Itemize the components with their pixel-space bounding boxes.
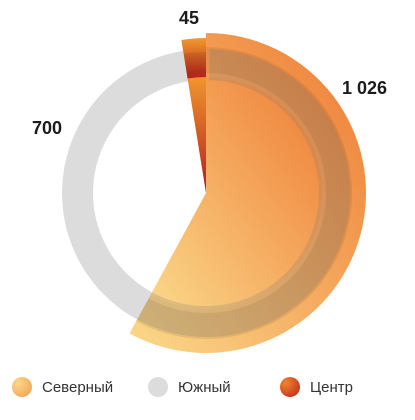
pie-overlay-ring <box>137 49 350 338</box>
legend-label-yuzhny: Южный <box>178 378 231 396</box>
legend-label-centr: Центр <box>310 378 353 396</box>
pie-slice-yuzhny-ring <box>61 50 189 320</box>
pie-slice-centr-band <box>183 52 206 75</box>
data-label-centr: 45 <box>179 8 199 28</box>
pie-slice-yuzhny[interactable] <box>61 50 189 320</box>
pie-slice-severny-ring <box>129 33 366 353</box>
legend-swatch-severny <box>12 377 32 397</box>
legend-item-yuzhny[interactable]: Южный <box>148 372 231 402</box>
pie-slice-severny-band <box>136 47 353 339</box>
legend-swatch-yuzhny <box>148 377 168 397</box>
pie-slice-centr[interactable] <box>181 38 206 193</box>
legend-label-severny: Северный <box>42 378 114 396</box>
pie-slice-severny[interactable] <box>129 33 366 353</box>
pie-chart: 1 026 700 45 <box>32 8 387 353</box>
legend-item-centr[interactable]: Центр <box>280 372 353 402</box>
data-label-severny: 1 026 <box>342 78 387 98</box>
pie-slice-centr-ring <box>181 38 206 79</box>
legend-item-severny[interactable]: Северный <box>12 372 113 402</box>
chart-legend: Северный Южный Центр <box>0 372 415 402</box>
pie-slice-severny-inner <box>148 73 326 313</box>
data-label-yuzhny: 700 <box>32 118 62 138</box>
legend-swatch-centr <box>280 377 300 397</box>
pie-slice-centr-inner <box>186 73 206 193</box>
